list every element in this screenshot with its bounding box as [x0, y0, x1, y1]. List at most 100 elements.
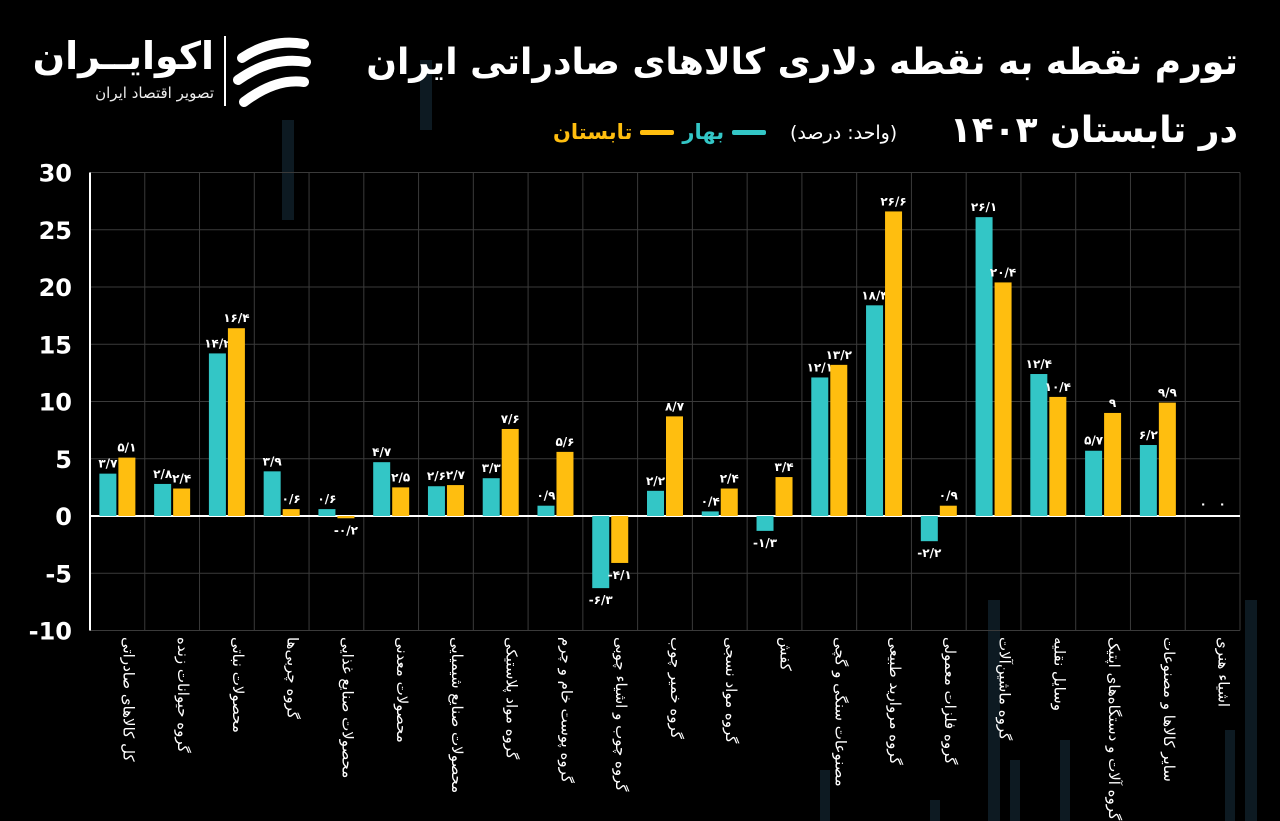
bar-summer: [666, 416, 683, 516]
bar-spring: [701, 511, 719, 516]
bar-spring: [99, 473, 117, 516]
bar-spring: [866, 305, 884, 516]
chart-subtitle: در تابستان ۱۴۰۳: [949, 110, 1238, 151]
decorative-background-bar: [1010, 760, 1020, 821]
data-label-spring: ۰/۴: [701, 494, 720, 508]
decorative-background-bar: [930, 800, 940, 821]
logo: اکوایــران تصویر اقتصاد ایران: [33, 34, 312, 114]
legend-spring-line-icon: [732, 129, 767, 135]
legend-spring-label: بهار: [682, 120, 725, 144]
logo-divider: [224, 36, 226, 106]
x-category-label: محصولات صنایع غذایی: [338, 637, 356, 778]
decorative-background-bar: [1225, 730, 1235, 821]
bar-summer: [611, 516, 629, 563]
data-label-spring: ۲/۸: [153, 467, 173, 481]
bar-summer: [830, 364, 848, 516]
decorative-background-bar: [1060, 740, 1070, 821]
bar-summer: [1049, 396, 1067, 516]
ecoiran-swoosh-icon: [233, 37, 311, 107]
data-label-spring: ۲/۶: [427, 469, 446, 483]
bar-summer: [775, 477, 793, 516]
bar-spring: [427, 486, 445, 516]
x-category-label: اشیاء هنری: [1215, 637, 1233, 707]
bar-spring: [1139, 445, 1157, 516]
data-label-spring: ۱۴/۲: [204, 336, 231, 350]
legend-summer-line-icon: [640, 129, 675, 135]
x-category-label: محصولات صنایع شیمیایی: [448, 637, 466, 793]
bar-spring: [208, 353, 226, 516]
data-label-summer: ۲/۷: [446, 468, 466, 482]
bar-summer: [501, 428, 519, 516]
data-label-summer: ۹/۹: [1158, 386, 1178, 400]
data-label-summer: -۰/۲: [334, 523, 359, 537]
data-label-spring: ۳/۹: [263, 454, 283, 468]
y-tick-label: -10: [29, 618, 72, 646]
data-label-summer: ۵/۱: [117, 441, 136, 455]
y-tick-label: 25: [39, 217, 72, 245]
y-tick-label: 20: [39, 274, 72, 302]
x-category-label: گروه آلات و دستگاه‌های اپتیک: [1104, 637, 1123, 821]
x-category-label: گروه مروارید طبیعی: [886, 637, 904, 766]
data-label-summer: ۰: [1218, 497, 1225, 511]
x-category-label: گروه مواد نسجی: [722, 637, 740, 744]
bar-summer: [885, 211, 903, 516]
x-category-label: گروه ماشین‌آلات: [996, 637, 1014, 741]
x-category-label: وسایل نقلیه: [1050, 637, 1068, 711]
data-label-spring: ۰/۶: [317, 492, 336, 506]
x-category-label: گروه فلزات معمولی: [941, 637, 959, 765]
y-tick-label: 10: [39, 389, 72, 417]
data-label-spring: -۶/۳: [589, 593, 614, 607]
x-category-label: سایر کالاها و مصنوعات: [1160, 637, 1178, 782]
data-label-spring: ۵/۷: [1084, 434, 1104, 448]
bar-summer: [227, 328, 245, 516]
data-label-summer: ۳/۴: [775, 460, 794, 474]
data-label-spring: ۴/۷: [372, 445, 392, 459]
data-label-summer: ۰/۹: [939, 489, 959, 503]
x-category-label: مصنوعات سنگی و گچی: [831, 637, 849, 787]
decorative-background-bar: [420, 60, 432, 130]
bar-summer: [392, 487, 410, 516]
legend: بهار تابستان: [553, 120, 767, 144]
data-label-summer: ۵/۶: [555, 435, 574, 449]
decorative-background-bar: [988, 600, 1000, 821]
bar-summer: [446, 485, 464, 516]
x-category-label: گروه مواد پلاستیکی: [502, 637, 521, 760]
chart-title: تورم نقطه به نقطه دلاری کالاهای صادراتی …: [366, 42, 1238, 83]
data-label-summer: ۸/۷: [665, 399, 685, 413]
bar-summer: [1158, 402, 1176, 516]
bar-spring: [647, 490, 664, 516]
x-category-label: گروه چوب و اشیاء چوبی: [612, 637, 630, 792]
bar-spring: [263, 471, 281, 516]
data-label-summer: ۱۳/۲: [826, 348, 853, 362]
data-label-summer: -۴/۱: [608, 568, 632, 582]
data-label-summer: ۰/۶: [282, 492, 301, 506]
y-tick-label: -5: [45, 560, 72, 588]
bar-summer: [556, 451, 574, 516]
bar-spring: [1085, 450, 1103, 516]
y-tick-label: 0: [55, 503, 72, 531]
data-label-spring: ۰/۹: [536, 489, 556, 503]
bar-spring: [1030, 374, 1048, 516]
x-category-label: کل کالاهای صادراتی: [119, 637, 137, 762]
x-category-label: محصولات نباتی: [229, 637, 247, 733]
decorative-background-bar: [282, 120, 294, 220]
data-label-summer: ۱۰/۴: [1045, 380, 1071, 394]
data-label-summer: ۲/۴: [172, 472, 191, 486]
data-label-spring: ۰: [1199, 497, 1206, 511]
unit-label: (واحد: درصد): [790, 122, 898, 144]
data-label-spring: -۲/۲: [917, 546, 942, 560]
bar-spring: [537, 505, 555, 516]
bar-spring: [756, 516, 774, 531]
bar-summer: [994, 282, 1012, 516]
data-label-summer: ۲۰/۴: [990, 265, 1016, 279]
data-label-spring: ۳/۷: [98, 457, 118, 471]
bar-summer: [939, 505, 957, 516]
data-label-summer: ۲/۵: [391, 470, 410, 484]
logo-subtitle: تصویر اقتصاد ایران: [95, 84, 214, 102]
bar-spring: [811, 377, 829, 516]
bar-spring: [592, 516, 610, 589]
bar-spring: [154, 483, 172, 516]
x-category-label: گروه پوست خام و چرم: [556, 637, 575, 784]
data-label-spring: ۶/۲: [1139, 428, 1159, 442]
bar-spring: [318, 509, 336, 516]
